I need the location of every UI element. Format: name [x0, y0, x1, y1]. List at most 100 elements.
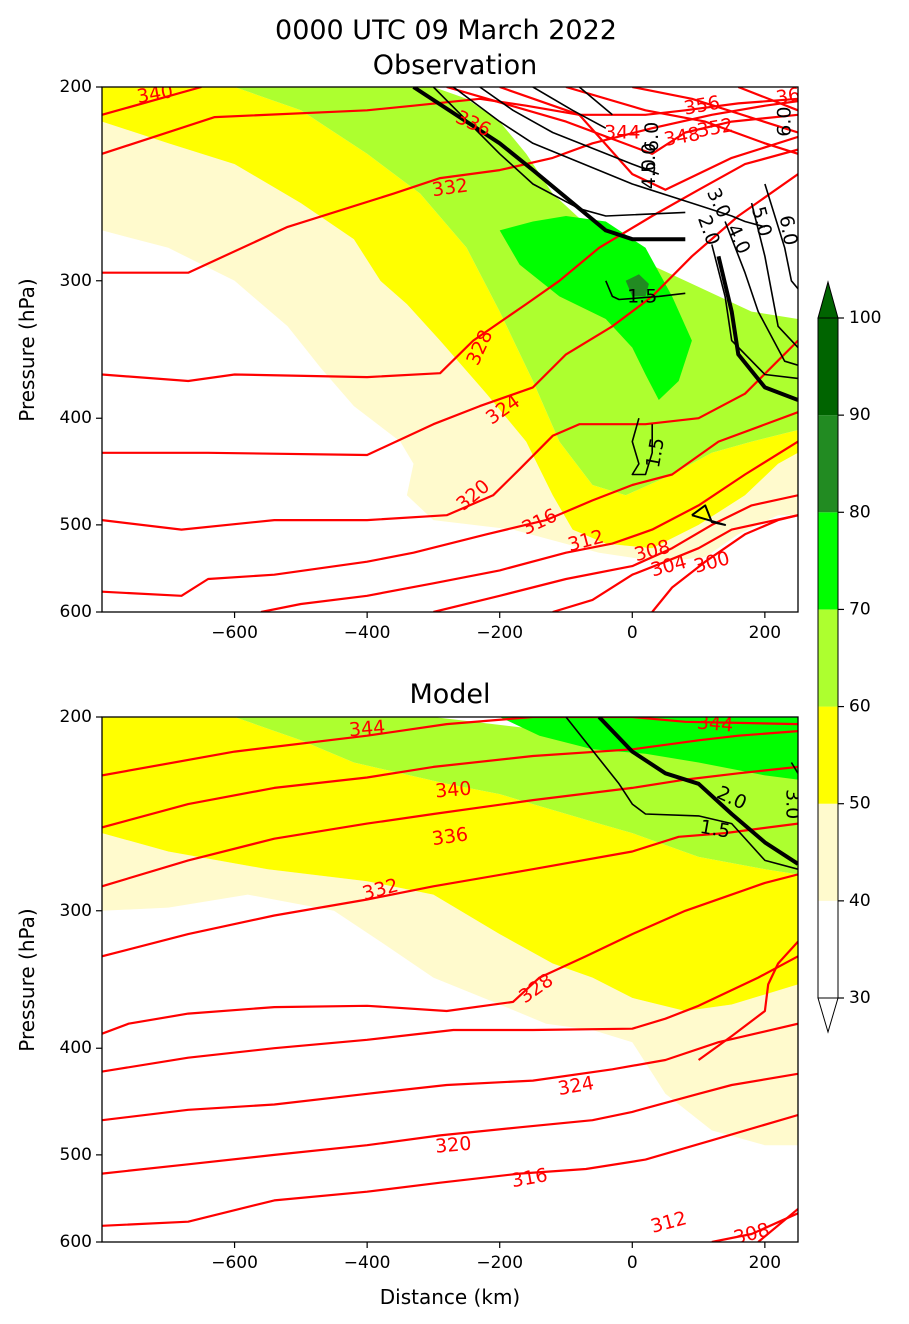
wind-contour-6-0 [764, 183, 798, 290]
theta-contour-312 [102, 1113, 798, 1227]
theta-contour-308 [711, 1212, 798, 1242]
contour-label: 1.5 [627, 285, 657, 307]
y-tick-label: 400 [60, 408, 92, 428]
contour-label: 1.5 [642, 436, 669, 470]
x-tick-label: 200 [749, 623, 781, 643]
x-tick-label: −600 [211, 1253, 258, 1273]
theta-contour-360 [737, 87, 798, 112]
theta-contour-336 [102, 765, 798, 888]
fill-band-60-70 [102, 717, 798, 875]
y-tick-label: 400 [60, 1038, 92, 1058]
colorbar-tick-label: 30 [849, 988, 871, 1008]
colorbar-tick-label: 90 [849, 405, 871, 425]
fill-band-70-80 [499, 216, 692, 400]
contour-label: 348 [662, 123, 702, 151]
colorbar-frame [817, 317, 839, 999]
theta-contour-316 [102, 411, 798, 597]
theta-contour-344 [446, 87, 798, 155]
theta-contour-344 [102, 717, 798, 777]
colorbar-tick-label: 60 [849, 697, 871, 717]
x-tick-label: −600 [211, 623, 258, 643]
wind-contour-1-5 [432, 87, 686, 217]
contour-label: 6.0 [775, 214, 802, 248]
model-panel: Model Pressure (hPa) Distance (km) 344 34… [15, 679, 804, 1309]
y-tick-label: 200 [60, 77, 92, 97]
contour-label: 3.0 [782, 789, 804, 819]
contour-label: 336 [431, 823, 470, 850]
wind-contour-5-0 [750, 202, 798, 349]
colorbar-segment-60-70 [818, 609, 838, 707]
wind-contour-2-0 [597, 717, 798, 866]
theta-contour-312 [260, 440, 798, 612]
theta-contour-352 [565, 87, 798, 155]
theta-contour-356 [632, 87, 798, 134]
observation-y-axis-label: Pressure (hPa) [15, 278, 39, 421]
x-tick-label: 0 [627, 1253, 638, 1273]
y-tick-label: 500 [60, 1145, 92, 1165]
contour-label: 352 [695, 114, 735, 142]
wind-contour [691, 504, 727, 526]
x-tick-label: −200 [476, 1253, 523, 1273]
contour-label: 4.0 [638, 159, 660, 189]
colorbar-segment-70-80 [818, 512, 838, 610]
wind-contour-1-5 [605, 280, 686, 301]
colorbar-tick-label: 40 [849, 891, 871, 911]
x-tick-label: −400 [344, 1253, 391, 1273]
theta-contour-328 [102, 873, 798, 1035]
y-tick-label: 200 [60, 707, 92, 727]
wind-contour-5-0 [532, 87, 607, 129]
contour-label: 316 [510, 1164, 550, 1192]
theta-contour-320 [102, 339, 798, 531]
theta-contour-348 [499, 87, 798, 191]
axes-frame [101, 86, 799, 613]
theta-contour [697, 940, 798, 1061]
y-tick-label: 500 [60, 515, 92, 535]
colorbar-extend-max [817, 280, 839, 319]
wind-contour-4-0 [724, 221, 798, 366]
theta-contour-340 [102, 87, 202, 116]
theta-contour-308 [433, 494, 798, 612]
observation-panel: Observation Pressure (hPa) 3403363323283… [15, 50, 802, 643]
x-tick-label: −200 [476, 623, 523, 643]
theta-contour-316 [102, 1072, 798, 1175]
theta-contour [757, 1208, 798, 1242]
model-x-axis-label: Distance (km) [380, 1285, 520, 1309]
contour-label: 5.0 [747, 204, 776, 239]
contour-label: 1.5 [698, 816, 732, 843]
contour-label: 344 [696, 712, 734, 737]
colorbar-segment-50-60 [818, 706, 838, 804]
contour-label: 332 [431, 174, 470, 201]
y-tick-label: 300 [60, 271, 92, 291]
theta-contour-328 [102, 148, 798, 383]
y-tick-label: 600 [60, 602, 92, 622]
wind-contour-1-5 [631, 417, 654, 476]
fill-band-50-60 [102, 87, 798, 549]
colorbar-tick-label: 80 [849, 502, 871, 522]
contour-label: 320 [434, 1133, 472, 1158]
contour-label: 308 [731, 1219, 772, 1250]
y-tick-label: 600 [60, 1232, 92, 1252]
wind-contour-3-0 [711, 244, 798, 380]
fill-band-60-70 [102, 87, 798, 496]
contour-label: 312 [648, 1207, 689, 1238]
theta-contour-332 [102, 822, 798, 958]
theta-contour-324 [102, 173, 798, 457]
contour-label: 356 [682, 92, 722, 120]
observation-title: Observation [373, 50, 537, 81]
fill-band-70-80 [499, 717, 798, 780]
wind-contour-1-5 [565, 717, 798, 870]
contour-label: 36 [774, 84, 802, 110]
contour-label: 6.0 [641, 122, 663, 152]
theta-contour-324 [102, 955, 798, 1073]
x-tick-label: 0 [627, 623, 638, 643]
contour-label: 5.0 [638, 143, 660, 173]
wind-contour-3-0 [452, 87, 766, 228]
contour-label: 340 [135, 80, 175, 108]
figure-title: 0000 UTC 09 March 2022 [275, 15, 617, 46]
colorbar-tick-label: 70 [849, 599, 871, 619]
colorbar-segment-30-40 [818, 900, 838, 998]
colorbar-tick-label: 100 [849, 308, 881, 328]
model-y-axis-label: Pressure (hPa) [15, 908, 39, 1051]
